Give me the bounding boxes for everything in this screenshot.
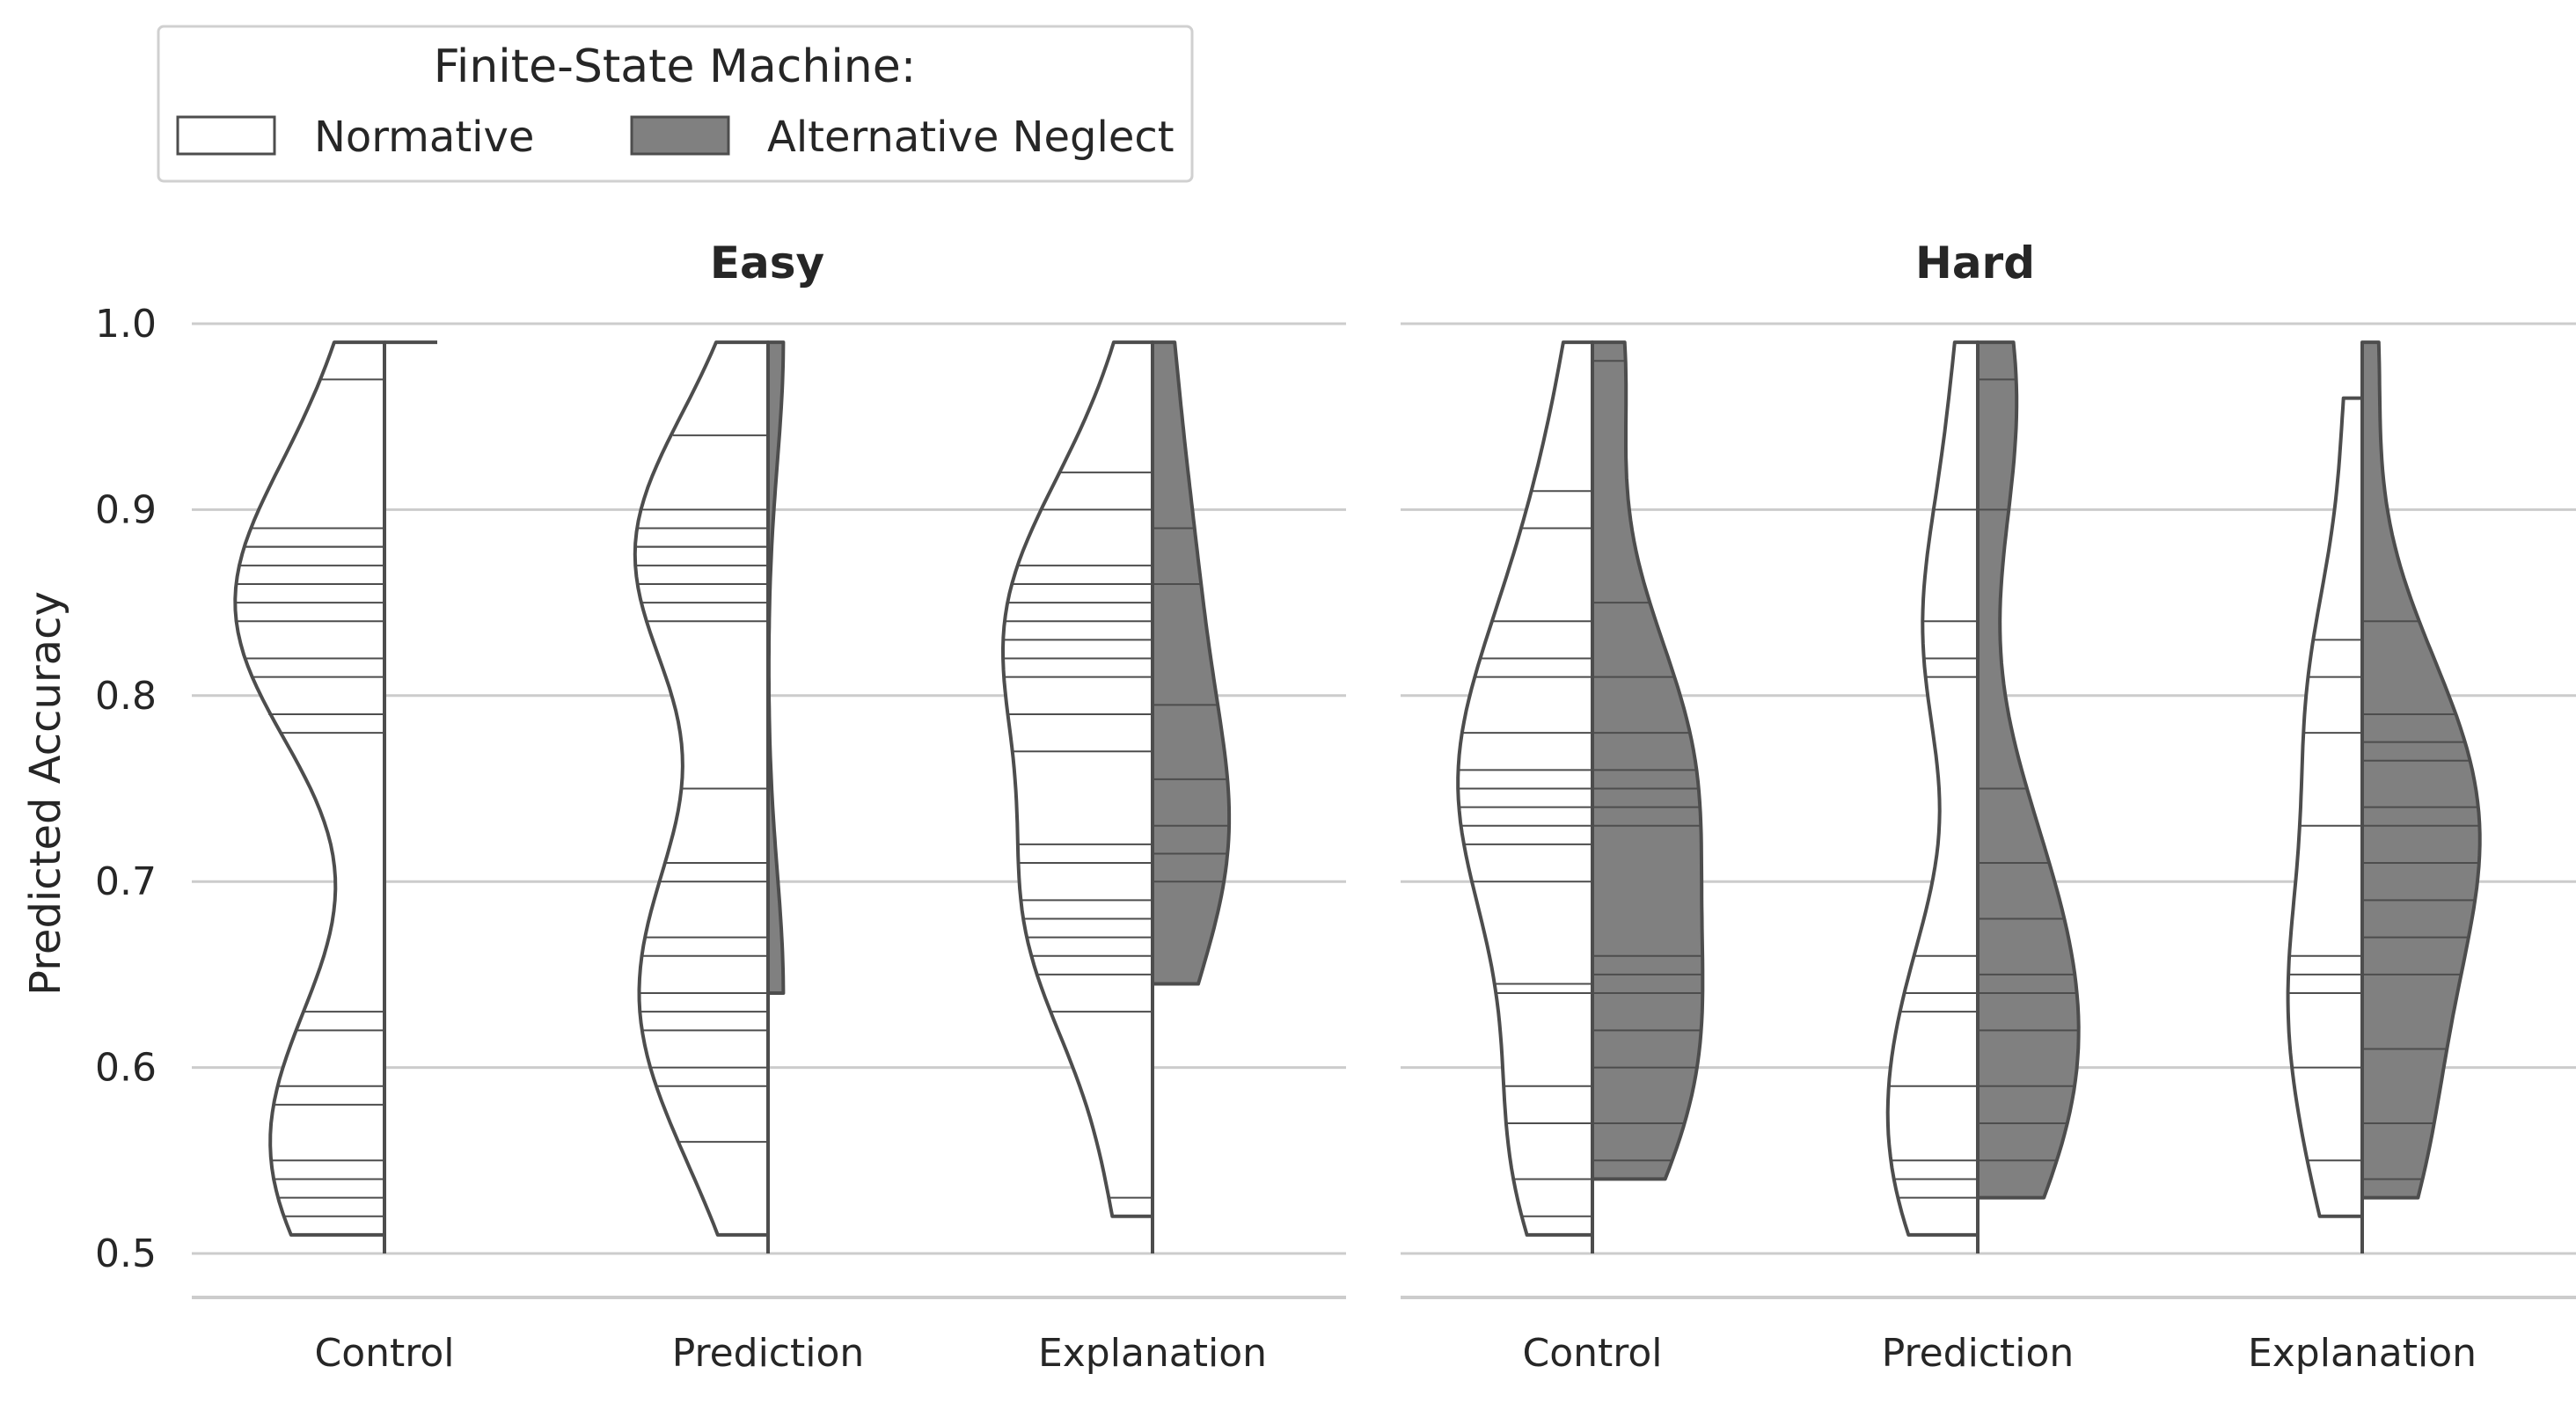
y-tick-label: 1.0 xyxy=(95,302,157,347)
panels: Easy 0.5 0.6 0.7 0.8 0.9 1.0 Control Prediction E… xyxy=(95,237,2576,1376)
panel-title: Hard xyxy=(1915,237,2035,289)
violin-explanation xyxy=(1001,340,1232,1253)
panel-easy: Easy 0.5 0.6 0.7 0.8 0.9 1.0 Control Prediction E… xyxy=(95,237,1346,1376)
y-tick-label: 0.5 xyxy=(95,1231,157,1276)
legend-title: Finite-State Machine: xyxy=(434,40,917,93)
violin-half-alternative-neglect xyxy=(1151,340,1232,986)
y-axis-label: Predicted Accuracy xyxy=(21,591,70,996)
violin-half-alternative-neglect xyxy=(766,340,786,995)
legend-swatch-alternative-neglect xyxy=(630,115,730,156)
violin-explanation xyxy=(2286,340,2482,1253)
violin-half-normative xyxy=(233,340,386,1237)
legend-swatch-normative xyxy=(176,115,276,156)
legend-frame xyxy=(157,25,1194,183)
legend-label-normative: Normative xyxy=(314,113,534,162)
y-tick-label: 0.6 xyxy=(95,1046,157,1091)
panel-hard: Hard Control Prediction Explanation xyxy=(1401,237,2576,1376)
x-tick-label: Control xyxy=(1522,1331,1662,1376)
violin-half-normative xyxy=(2286,396,2364,1218)
y-tick-label: 0.9 xyxy=(95,487,157,532)
x-tick-label: Explanation xyxy=(1038,1331,1267,1376)
y-tick-label: 0.8 xyxy=(95,674,157,719)
panel-title: Easy xyxy=(710,237,824,289)
violin-half-normative xyxy=(1885,340,1980,1237)
violin-prediction xyxy=(1885,340,2081,1253)
violin-half-alternative-neglect xyxy=(1976,340,2081,1200)
violin-half-alternative-neglect xyxy=(1591,340,1705,1181)
legend-label-alternative-neglect: Alternative Neglect xyxy=(767,113,1175,162)
violin-control xyxy=(233,340,437,1253)
violin-prediction xyxy=(633,340,786,1253)
x-tick-label: Control xyxy=(314,1331,454,1376)
legend: Finite-State Machine: Normative Alternat… xyxy=(157,25,1194,183)
x-tick-label: Explanation xyxy=(2248,1331,2477,1376)
violin-half-normative xyxy=(1001,340,1154,1218)
violin-half-alternative-neglect xyxy=(2360,340,2482,1200)
x-tick-label: Prediction xyxy=(672,1331,865,1376)
y-tick-label: 0.7 xyxy=(95,859,157,904)
x-tick-label: Prediction xyxy=(1882,1331,2075,1376)
violin-control xyxy=(1456,340,1705,1253)
